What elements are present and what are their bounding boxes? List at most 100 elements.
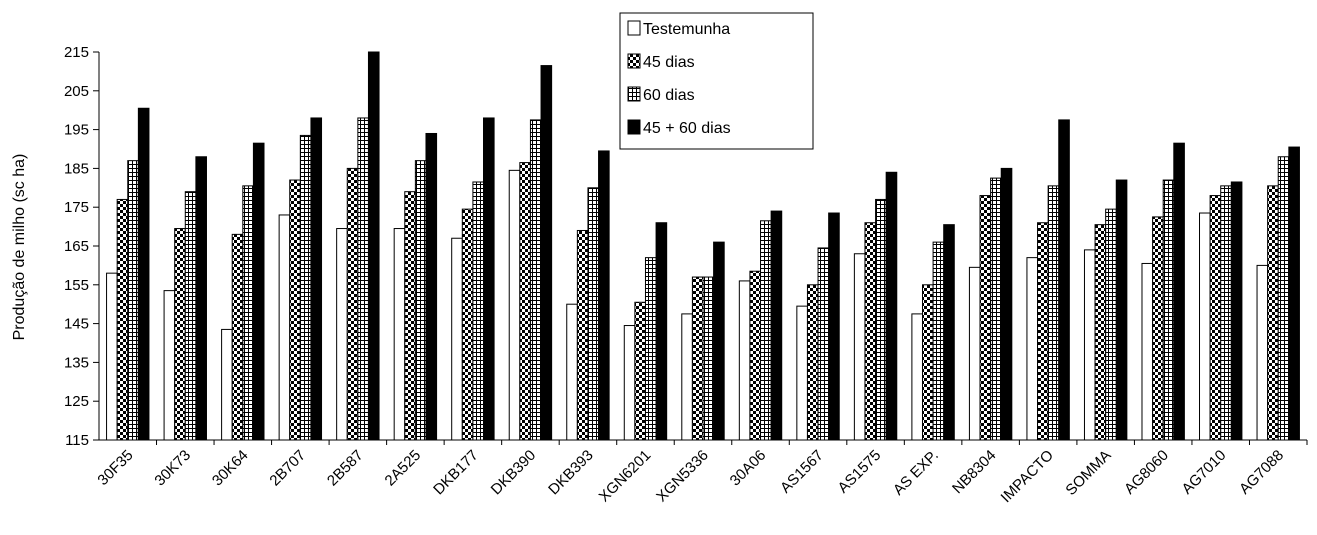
bar [853, 253, 866, 441]
bar [299, 134, 312, 441]
x-category-label: XGN6201 [596, 447, 655, 506]
x-category-label: DKB177 [430, 447, 482, 499]
y-tick-label: 205 [64, 83, 89, 100]
bar [289, 179, 301, 441]
y-tick-label: 215 [64, 44, 89, 61]
bar [655, 222, 668, 441]
bar [1288, 146, 1300, 441]
bar [576, 229, 589, 441]
bar [137, 107, 150, 441]
bar [472, 181, 485, 441]
bar [1000, 167, 1013, 441]
x-category-label: SOMMA [1062, 447, 1114, 499]
bar [451, 237, 463, 441]
x-category-label: DKB390 [488, 447, 540, 499]
bar [1230, 181, 1243, 441]
bar [623, 325, 636, 441]
x-category-label: IMPACTO [998, 447, 1057, 506]
bar [566, 303, 578, 441]
bar [990, 177, 1002, 441]
bar [346, 167, 359, 441]
x-category-label: 2B707 [266, 447, 309, 490]
bar [1220, 185, 1232, 441]
y-tick-label: 185 [64, 160, 89, 177]
legend-swatch [627, 20, 641, 36]
x-category-label: 30A06 [727, 447, 770, 490]
y-tick-label: 135 [64, 354, 89, 371]
x-category-label: DKB393 [545, 447, 597, 499]
legend-label: 60 dias [643, 87, 695, 104]
x-category-label: AG8060 [1121, 447, 1172, 498]
legend-swatch [627, 119, 641, 135]
bar [1115, 179, 1128, 441]
bar [634, 301, 646, 441]
bar [1173, 142, 1185, 441]
bar [393, 228, 406, 441]
bar [278, 214, 291, 441]
bar [738, 280, 751, 441]
legend-box [619, 12, 814, 150]
bar [968, 266, 981, 441]
bar [116, 198, 129, 441]
x-category-label: AG7010 [1179, 447, 1230, 498]
y-axis-title: Produção de milho (sc ha) [11, 154, 28, 341]
x-category-label: 2B587 [324, 447, 367, 490]
bar [540, 65, 553, 441]
bar [749, 270, 762, 441]
x-category-label: XGN5336 [653, 447, 712, 506]
bar [921, 284, 934, 441]
bar-series [106, 51, 1300, 441]
bar [817, 247, 830, 441]
bar [519, 162, 531, 441]
bar [163, 290, 176, 441]
x-category-label: 30K64 [209, 447, 252, 490]
bar [644, 257, 657, 441]
bar [221, 328, 233, 441]
bar [770, 210, 783, 441]
legend-label: 45 + 60 dias [643, 120, 731, 137]
y-axis-ticks: 115 125 135 145 155 165 175 185 195 205 215 [64, 44, 99, 449]
legend-label: 45 dias [643, 54, 695, 71]
bar [1162, 179, 1175, 441]
x-category-label: NB8304 [949, 447, 999, 497]
bar [1083, 249, 1096, 441]
bar [587, 187, 600, 441]
bar [1256, 264, 1269, 441]
y-tick-label: 155 [64, 277, 89, 294]
bar [1209, 195, 1222, 441]
bar [483, 117, 495, 441]
bar [231, 233, 244, 441]
bar [1277, 156, 1290, 441]
x-category-label: AS1575 [835, 447, 885, 497]
bar [404, 191, 416, 441]
legend-items: Testemunha 45 dias 60 dias 45 + 60 dias [627, 20, 731, 137]
y-tick-label: 115 [65, 432, 89, 449]
bar [885, 171, 898, 441]
legend-swatch [627, 53, 641, 69]
bar [127, 160, 139, 441]
bar [1105, 208, 1117, 441]
bar [1058, 119, 1070, 441]
bar [1199, 212, 1211, 441]
y-tick-label: 195 [64, 122, 89, 139]
bar [943, 224, 955, 441]
bar [1094, 224, 1107, 441]
bar [702, 276, 715, 441]
bar [598, 150, 610, 441]
legend-swatch [627, 86, 641, 102]
bar [911, 313, 923, 441]
bar [691, 276, 704, 441]
bar [529, 119, 542, 441]
bar [1152, 216, 1164, 441]
x-category-label: 30F35 [94, 447, 136, 489]
y-tick-label: 125 [64, 393, 89, 410]
bar [242, 185, 254, 441]
bar [1047, 185, 1060, 441]
bar [1026, 257, 1039, 441]
bar [336, 228, 348, 441]
bar [760, 220, 772, 441]
bar [932, 241, 945, 441]
bar [875, 198, 887, 441]
bar [979, 195, 992, 441]
